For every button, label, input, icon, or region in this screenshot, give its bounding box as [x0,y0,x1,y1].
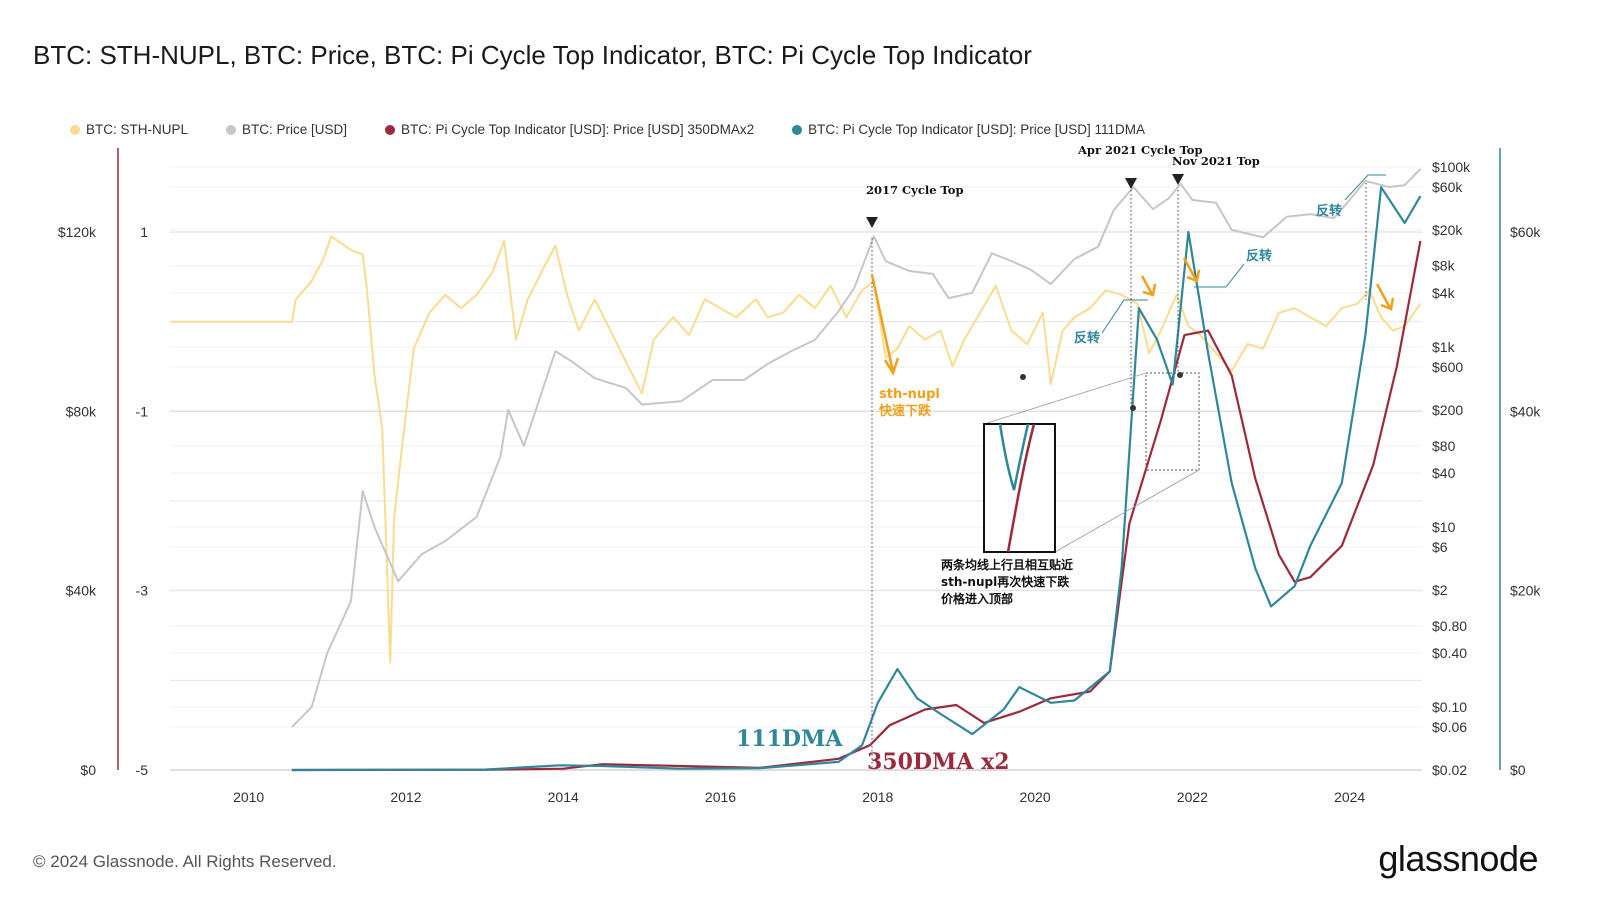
arrow-nov2021-head-icon [1186,269,1201,283]
x-tick: 2016 [705,789,736,805]
zoom-source-box [1145,372,1200,471]
legend-item-350dma[interactable]: BTC: Pi Cycle Top Indicator [USD]: Price… [385,122,754,137]
y-tick-right-usd: $60k [1510,224,1541,240]
legend-item-sth-nupl[interactable]: BTC: STH-NUPL [70,122,188,137]
arrow-nov2021-icon [1182,257,1198,281]
y-tick-right-log: $0.80 [1432,618,1467,634]
y-tick-left-nupl: -5 [136,762,149,778]
y-tick-right-log: $100k [1432,159,1471,175]
reverse-2-leader [1194,263,1245,288]
annotation-reverse-1: 反转 [1074,330,1100,346]
y-tick-right-log: $200 [1432,402,1463,418]
marker-apr2021-icon [1125,178,1137,189]
y-tick-right-log: $600 [1432,359,1463,375]
annotations: 2017 Cycle Top Apr 2021 Cycle Top Nov 20… [736,143,1395,775]
chart-legend: BTC: STH-NUPL BTC: Price [USD] BTC: Pi C… [70,122,1145,137]
arrow-apr2021-icon [1140,275,1154,295]
y-tick-left-nupl: -1 [136,403,149,419]
x-tick: 2022 [1177,789,1208,805]
y-tick-right-usd: $0 [1510,762,1526,778]
annotation-sth-drop-1: sth-nupl [879,387,940,402]
annotation-note-1: 两条均线上行且相互贴近 [941,557,1073,572]
marker-nov2021-icon [1172,174,1184,185]
y-tick-right-log: $10 [1432,519,1456,535]
arrow-2024-icon [1375,283,1392,309]
arrow-2018-head-icon [883,357,900,376]
y-tick-right-log: $0.40 [1432,645,1467,661]
y-tick-right-log: $2 [1432,582,1448,598]
chart-title: BTC: STH-NUPL, BTC: Price, BTC: Pi Cycle… [33,40,1032,70]
y-tick-right-log: $60k [1432,179,1463,195]
y-tick-right-log: $4k [1432,285,1456,301]
brand-logo: glassnode [1378,838,1538,879]
annotation-note-2: sth-nupl再次快速下跌 [941,574,1070,589]
legend-dot-icon [70,124,80,135]
reverse-3-leader [1344,174,1386,201]
x-tick: 2020 [1019,789,1050,805]
y-tick-left-usd: $0 [80,762,96,778]
y-tick-right-log: $0.02 [1432,762,1467,778]
y-tick-right-log: $6 [1432,539,1448,555]
y-tick-left-usd: $120k [58,224,97,240]
reverse-1-leader [1101,299,1148,334]
legend-dot-icon [226,124,237,135]
legend-label: BTC: STH-NUPL [86,122,189,137]
annotation-nov2021: Nov 2021 Top [1172,154,1260,168]
gridlines [170,166,1422,771]
marker-2017-icon [866,217,878,228]
annotation-2017: 2017 Cycle Top [866,183,964,197]
annotation-apr2021: Apr 2021 Cycle Top [1077,143,1203,157]
annotation-reverse-2: 反转 [1246,248,1272,264]
y-tick-right-log: $8k [1432,258,1456,274]
zoom-link-bottom [1054,469,1200,553]
y-tick-right-log: $20k [1432,222,1463,238]
arrow-2024-head-icon [1380,297,1395,311]
arrow-apr2021-head-icon [1142,283,1157,297]
label-350dma: 350DMA x2 [867,749,1010,775]
y-tick-right-usd: $40k [1510,403,1541,419]
legend-dot-icon [792,124,803,135]
x-tick: 2014 [548,789,579,805]
annotation-note-3: 价格进入顶部 [941,591,1013,606]
legend-dot-icon [385,124,396,135]
annotation-reverse-3: 反转 [1316,203,1342,219]
series-350dmax2 [291,240,1422,772]
zoom-link-top [983,372,1147,425]
copyright-footer: © 2024 Glassnode. All Rights Reserved. [33,852,337,871]
series-111dma [291,186,1422,772]
annotation-sth-drop-2: 快速下跌 [879,403,932,419]
y-tick-right-log: $0.10 [1432,699,1467,715]
cross-point-3 [1020,374,1026,380]
legend-label: BTC: Pi Cycle Top Indicator [USD]: Price… [401,122,755,137]
y-tick-left-nupl: 1 [140,224,148,240]
y-tick-left-nupl: -3 [136,583,149,599]
y-tick-right-log: $1k [1432,339,1456,355]
arrow-2018-icon [870,274,895,373]
x-tick: 2012 [390,789,421,805]
x-tick: 2018 [862,789,893,805]
series-price [291,168,1422,728]
arrow-icons [870,257,1395,376]
series-layer [170,168,1422,772]
y-tick-left-usd: $40k [66,583,97,599]
series-sth-nupl [170,235,1422,664]
y-tick-left-usd: $80k [66,403,97,419]
cross-point-2 [1177,372,1183,378]
cross-point-1 [1130,405,1136,411]
label-111dma: 111DMA [736,726,843,752]
zoom-inset-350dma [1006,423,1036,553]
legend-item-111dma[interactable]: BTC: Pi Cycle Top Indicator [USD]: Price… [792,122,1145,137]
x-tick: 2024 [1334,789,1365,805]
legend-label: BTC: Price [USD] [242,122,348,137]
axis-ticks: $120k 1 $80k -1 $40k -3 $0 -5 $100k $60k $20k $8k $4… [58,159,1542,805]
y-tick-right-log: $80 [1432,438,1456,454]
y-tick-right-usd: $20k [1510,583,1541,599]
x-tick: 2010 [233,789,264,805]
y-tick-right-log: $0.06 [1432,719,1467,735]
zoom-inset-111dma [998,423,1030,491]
legend-label: BTC: Pi Cycle Top Indicator [USD]: Price… [808,122,1146,137]
y-tick-right-log: $40 [1432,465,1456,481]
legend-item-price[interactable]: BTC: Price [USD] [226,122,347,137]
